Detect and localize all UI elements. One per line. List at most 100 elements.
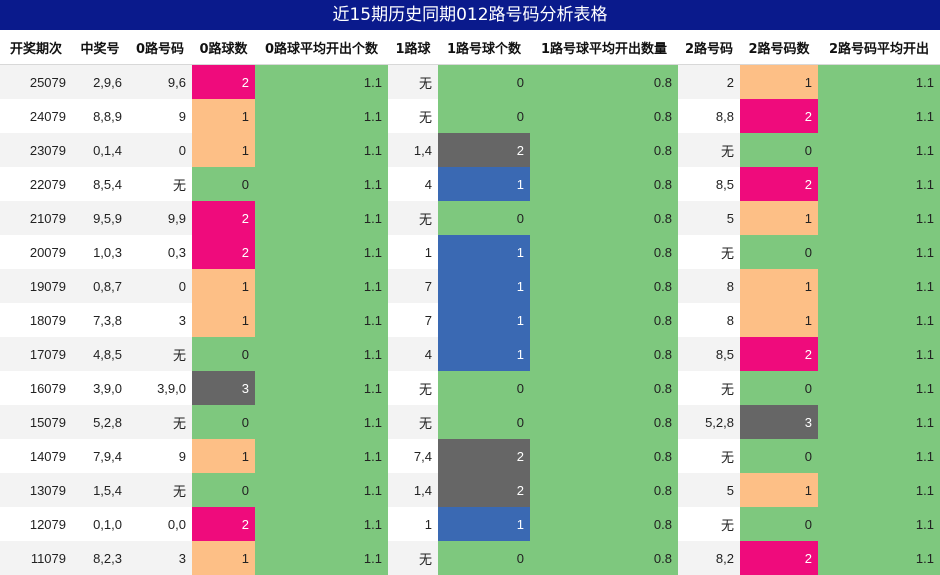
cell-route1-average: 0.8 [530, 133, 678, 167]
cell-route1-count: 1 [438, 269, 530, 303]
cell-route1-average: 0.8 [530, 371, 678, 405]
cell-route0-numbers: 9 [128, 99, 192, 133]
cell-route2-numbers: 8 [678, 303, 740, 337]
cell-route0-numbers: 无 [128, 405, 192, 439]
cell-route1-average: 0.8 [530, 541, 678, 575]
cell-period: 19079 [0, 269, 72, 303]
cell-route2-numbers: 8,2 [678, 541, 740, 575]
table-title: 近15期历史同期012路号码分析表格 [0, 0, 940, 30]
cell-route1-average: 0.8 [530, 439, 678, 473]
header-route2-count: 2路号码数 [740, 30, 818, 65]
cell-route1-count: 0 [438, 405, 530, 439]
cell-route1-numbers: 7 [388, 269, 438, 303]
header-route1-numbers: 1路球 [388, 30, 438, 65]
cell-route1-average: 0.8 [530, 507, 678, 541]
cell-route1-numbers: 无 [388, 65, 438, 100]
cell-route2-average: 1.1 [818, 405, 940, 439]
cell-route1-count: 1 [438, 235, 530, 269]
cell-period: 11079 [0, 541, 72, 575]
cell-route1-count: 1 [438, 507, 530, 541]
cell-route1-numbers: 4 [388, 167, 438, 201]
cell-route1-numbers: 无 [388, 541, 438, 575]
cell-route2-numbers: 8,8 [678, 99, 740, 133]
cell-route0-average: 1.1 [255, 133, 388, 167]
cell-route0-average: 1.1 [255, 65, 388, 100]
cell-route1-average: 0.8 [530, 303, 678, 337]
cell-route0-count: 0 [192, 405, 255, 439]
cell-route1-numbers: 无 [388, 201, 438, 235]
cell-route0-count: 1 [192, 269, 255, 303]
cell-period: 16079 [0, 371, 72, 405]
cell-route2-count: 1 [740, 303, 818, 337]
cell-route2-numbers: 5,2,8 [678, 405, 740, 439]
cell-route1-count: 2 [438, 439, 530, 473]
cell-route2-count: 1 [740, 269, 818, 303]
cell-route1-numbers: 无 [388, 371, 438, 405]
cell-period: 14079 [0, 439, 72, 473]
cell-route1-count: 0 [438, 65, 530, 100]
cell-route0-average: 1.1 [255, 99, 388, 133]
header-route2-numbers: 2路号码 [678, 30, 740, 65]
cell-route0-numbers: 3 [128, 541, 192, 575]
cell-number: 9,5,9 [72, 201, 128, 235]
cell-number: 7,3,8 [72, 303, 128, 337]
cell-route0-count: 1 [192, 303, 255, 337]
cell-number: 8,2,3 [72, 541, 128, 575]
cell-route1-average: 0.8 [530, 167, 678, 201]
cell-route0-numbers: 无 [128, 473, 192, 507]
cell-number: 0,1,0 [72, 507, 128, 541]
header-period: 开奖期次 [0, 30, 72, 65]
cell-route0-count: 1 [192, 99, 255, 133]
cell-route1-average: 0.8 [530, 269, 678, 303]
cell-route0-average: 1.1 [255, 473, 388, 507]
cell-route0-numbers: 0,0 [128, 507, 192, 541]
cell-period: 15079 [0, 405, 72, 439]
cell-route2-average: 1.1 [818, 473, 940, 507]
cell-number: 8,8,9 [72, 99, 128, 133]
cell-route2-count: 0 [740, 133, 818, 167]
cell-route0-average: 1.1 [255, 269, 388, 303]
cell-period: 23079 [0, 133, 72, 167]
cell-route0-count: 2 [192, 65, 255, 100]
cell-route0-numbers: 3 [128, 303, 192, 337]
header-route0-average: 0路球平均开出个数 [255, 30, 388, 65]
cell-period: 24079 [0, 99, 72, 133]
analysis-table: 开奖期次 中奖号 0路号码 0路球数 0路球平均开出个数 1路球 1路号球个数 … [0, 30, 940, 575]
cell-period: 21079 [0, 201, 72, 235]
cell-route0-average: 1.1 [255, 201, 388, 235]
cell-route0-numbers: 0 [128, 269, 192, 303]
cell-route2-numbers: 5 [678, 473, 740, 507]
cell-route2-average: 1.1 [818, 439, 940, 473]
cell-route0-count: 1 [192, 541, 255, 575]
cell-route2-count: 1 [740, 473, 818, 507]
cell-route1-count: 0 [438, 201, 530, 235]
cell-number: 3,9,0 [72, 371, 128, 405]
header-route0-count: 0路球数 [192, 30, 255, 65]
cell-period: 18079 [0, 303, 72, 337]
cell-route2-numbers: 无 [678, 133, 740, 167]
cell-route2-average: 1.1 [818, 133, 940, 167]
cell-route2-count: 1 [740, 201, 818, 235]
cell-route2-count: 2 [740, 337, 818, 371]
cell-route2-count: 1 [740, 65, 818, 100]
cell-route2-average: 1.1 [818, 337, 940, 371]
header-number: 中奖号 [72, 30, 128, 65]
cell-route2-count: 2 [740, 541, 818, 575]
cell-route1-average: 0.8 [530, 235, 678, 269]
cell-route2-count: 2 [740, 167, 818, 201]
header-route0-numbers: 0路号码 [128, 30, 192, 65]
cell-route0-count: 0 [192, 473, 255, 507]
cell-route1-average: 0.8 [530, 337, 678, 371]
cell-period: 25079 [0, 65, 72, 100]
cell-period: 22079 [0, 167, 72, 201]
cell-route2-average: 1.1 [818, 235, 940, 269]
cell-route0-numbers: 0 [128, 133, 192, 167]
